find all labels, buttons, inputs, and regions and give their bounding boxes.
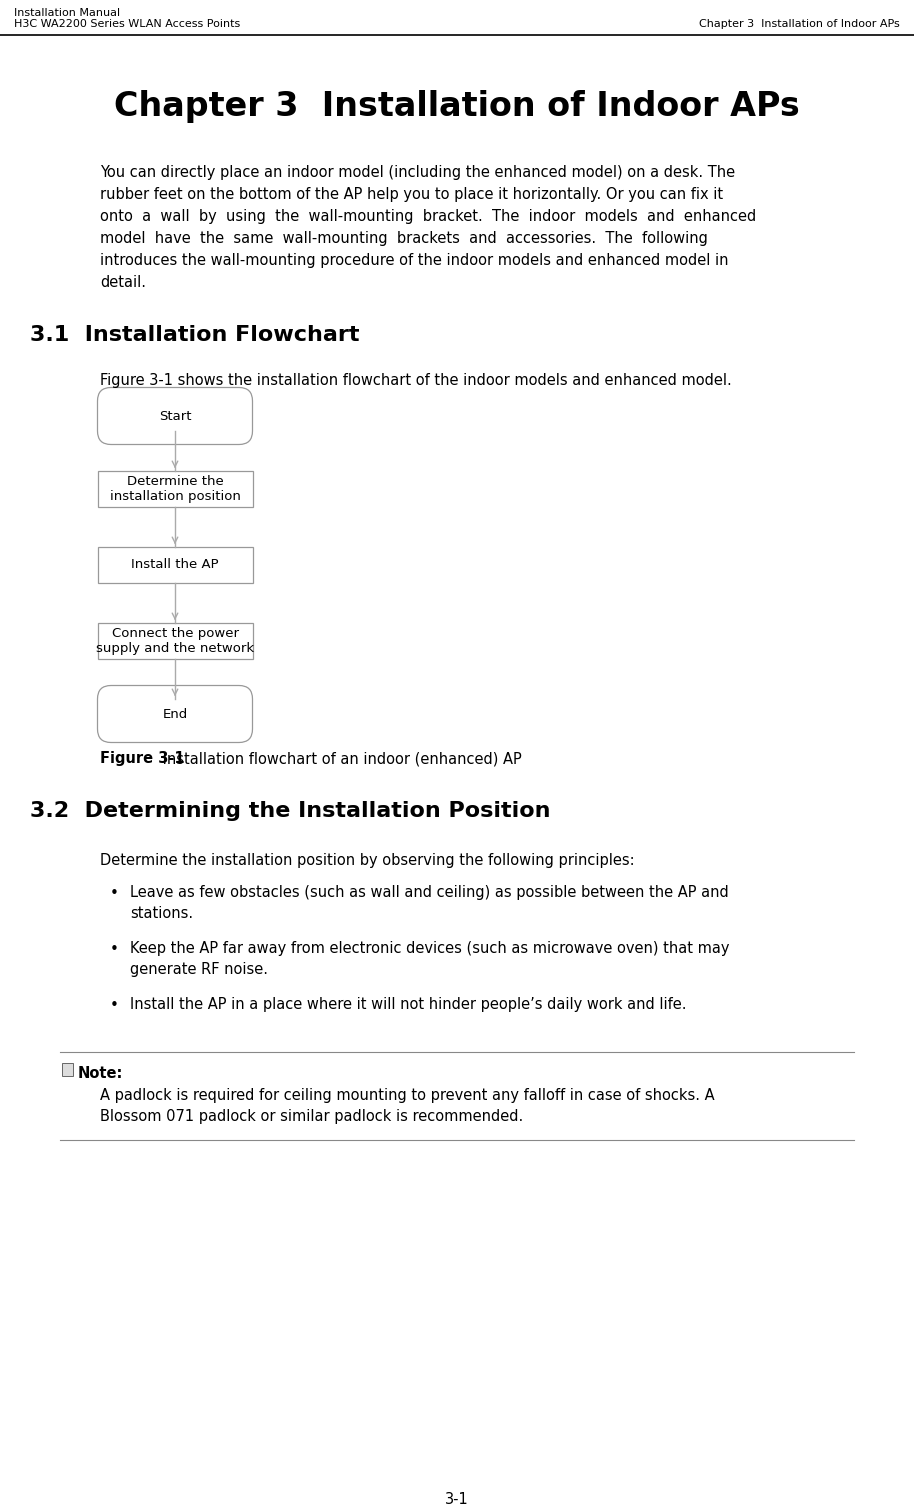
Text: 3.2  Determining the Installation Position: 3.2 Determining the Installation Positio… xyxy=(30,800,550,821)
Text: •: • xyxy=(110,942,119,956)
Text: 3-1: 3-1 xyxy=(445,1492,469,1507)
Text: rubber feet on the bottom of the AP help you to place it horizontally. Or you ca: rubber feet on the bottom of the AP help… xyxy=(100,187,723,202)
Text: End: End xyxy=(163,708,187,720)
Bar xyxy=(62,1063,73,1077)
Text: stations.: stations. xyxy=(130,906,193,921)
Text: detail.: detail. xyxy=(100,275,146,290)
Text: Chapter 3  Installation of Indoor APs: Chapter 3 Installation of Indoor APs xyxy=(699,20,900,29)
Text: Chapter 3  Installation of Indoor APs: Chapter 3 Installation of Indoor APs xyxy=(114,91,800,122)
Text: Figure 3-1 shows the installation flowchart of the indoor models and enhanced mo: Figure 3-1 shows the installation flowch… xyxy=(100,373,732,388)
Bar xyxy=(98,471,252,507)
Text: Determine the
installation position: Determine the installation position xyxy=(110,476,240,503)
Text: A padlock is required for ceiling mounting to prevent any falloff in case of sho: A padlock is required for ceiling mounti… xyxy=(100,1089,715,1102)
Text: Figure 3-1: Figure 3-1 xyxy=(100,750,185,766)
Text: Keep the AP far away from electronic devices (such as microwave oven) that may: Keep the AP far away from electronic dev… xyxy=(130,941,729,956)
Bar xyxy=(98,547,252,583)
FancyBboxPatch shape xyxy=(98,686,252,743)
Text: Installation Manual: Installation Manual xyxy=(14,8,120,18)
FancyBboxPatch shape xyxy=(98,388,252,444)
Text: Blossom 071 padlock or similar padlock is recommended.: Blossom 071 padlock or similar padlock i… xyxy=(100,1108,523,1123)
Text: Start: Start xyxy=(159,409,191,423)
Text: Install the AP in a place where it will not hinder people’s daily work and life.: Install the AP in a place where it will … xyxy=(130,997,686,1012)
Text: Determine the installation position by observing the following principles:: Determine the installation position by o… xyxy=(100,853,634,868)
Text: •: • xyxy=(110,885,119,900)
Text: You can directly place an indoor model (including the enhanced model) on a desk.: You can directly place an indoor model (… xyxy=(100,165,735,180)
Text: model  have  the  same  wall-mounting  brackets  and  accessories.  The  followi: model have the same wall-mounting bracke… xyxy=(100,231,707,246)
Text: introduces the wall-mounting procedure of the indoor models and enhanced model i: introduces the wall-mounting procedure o… xyxy=(100,254,728,267)
Text: Note:: Note: xyxy=(78,1066,123,1081)
Text: Leave as few obstacles (such as wall and ceiling) as possible between the AP and: Leave as few obstacles (such as wall and… xyxy=(130,885,728,900)
Text: H3C WA2200 Series WLAN Access Points: H3C WA2200 Series WLAN Access Points xyxy=(14,20,240,29)
Text: Connect the power
supply and the network: Connect the power supply and the network xyxy=(96,627,254,655)
Text: generate RF noise.: generate RF noise. xyxy=(130,962,268,977)
Text: 3.1  Installation Flowchart: 3.1 Installation Flowchart xyxy=(30,325,359,344)
Bar xyxy=(98,624,252,658)
Text: Install the AP: Install the AP xyxy=(132,559,218,571)
Text: onto  a  wall  by  using  the  wall-mounting  bracket.  The  indoor  models  and: onto a wall by using the wall-mounting b… xyxy=(100,208,756,223)
Text: Installation flowchart of an indoor (enhanced) AP: Installation flowchart of an indoor (enh… xyxy=(158,750,522,766)
Text: •: • xyxy=(110,998,119,1013)
